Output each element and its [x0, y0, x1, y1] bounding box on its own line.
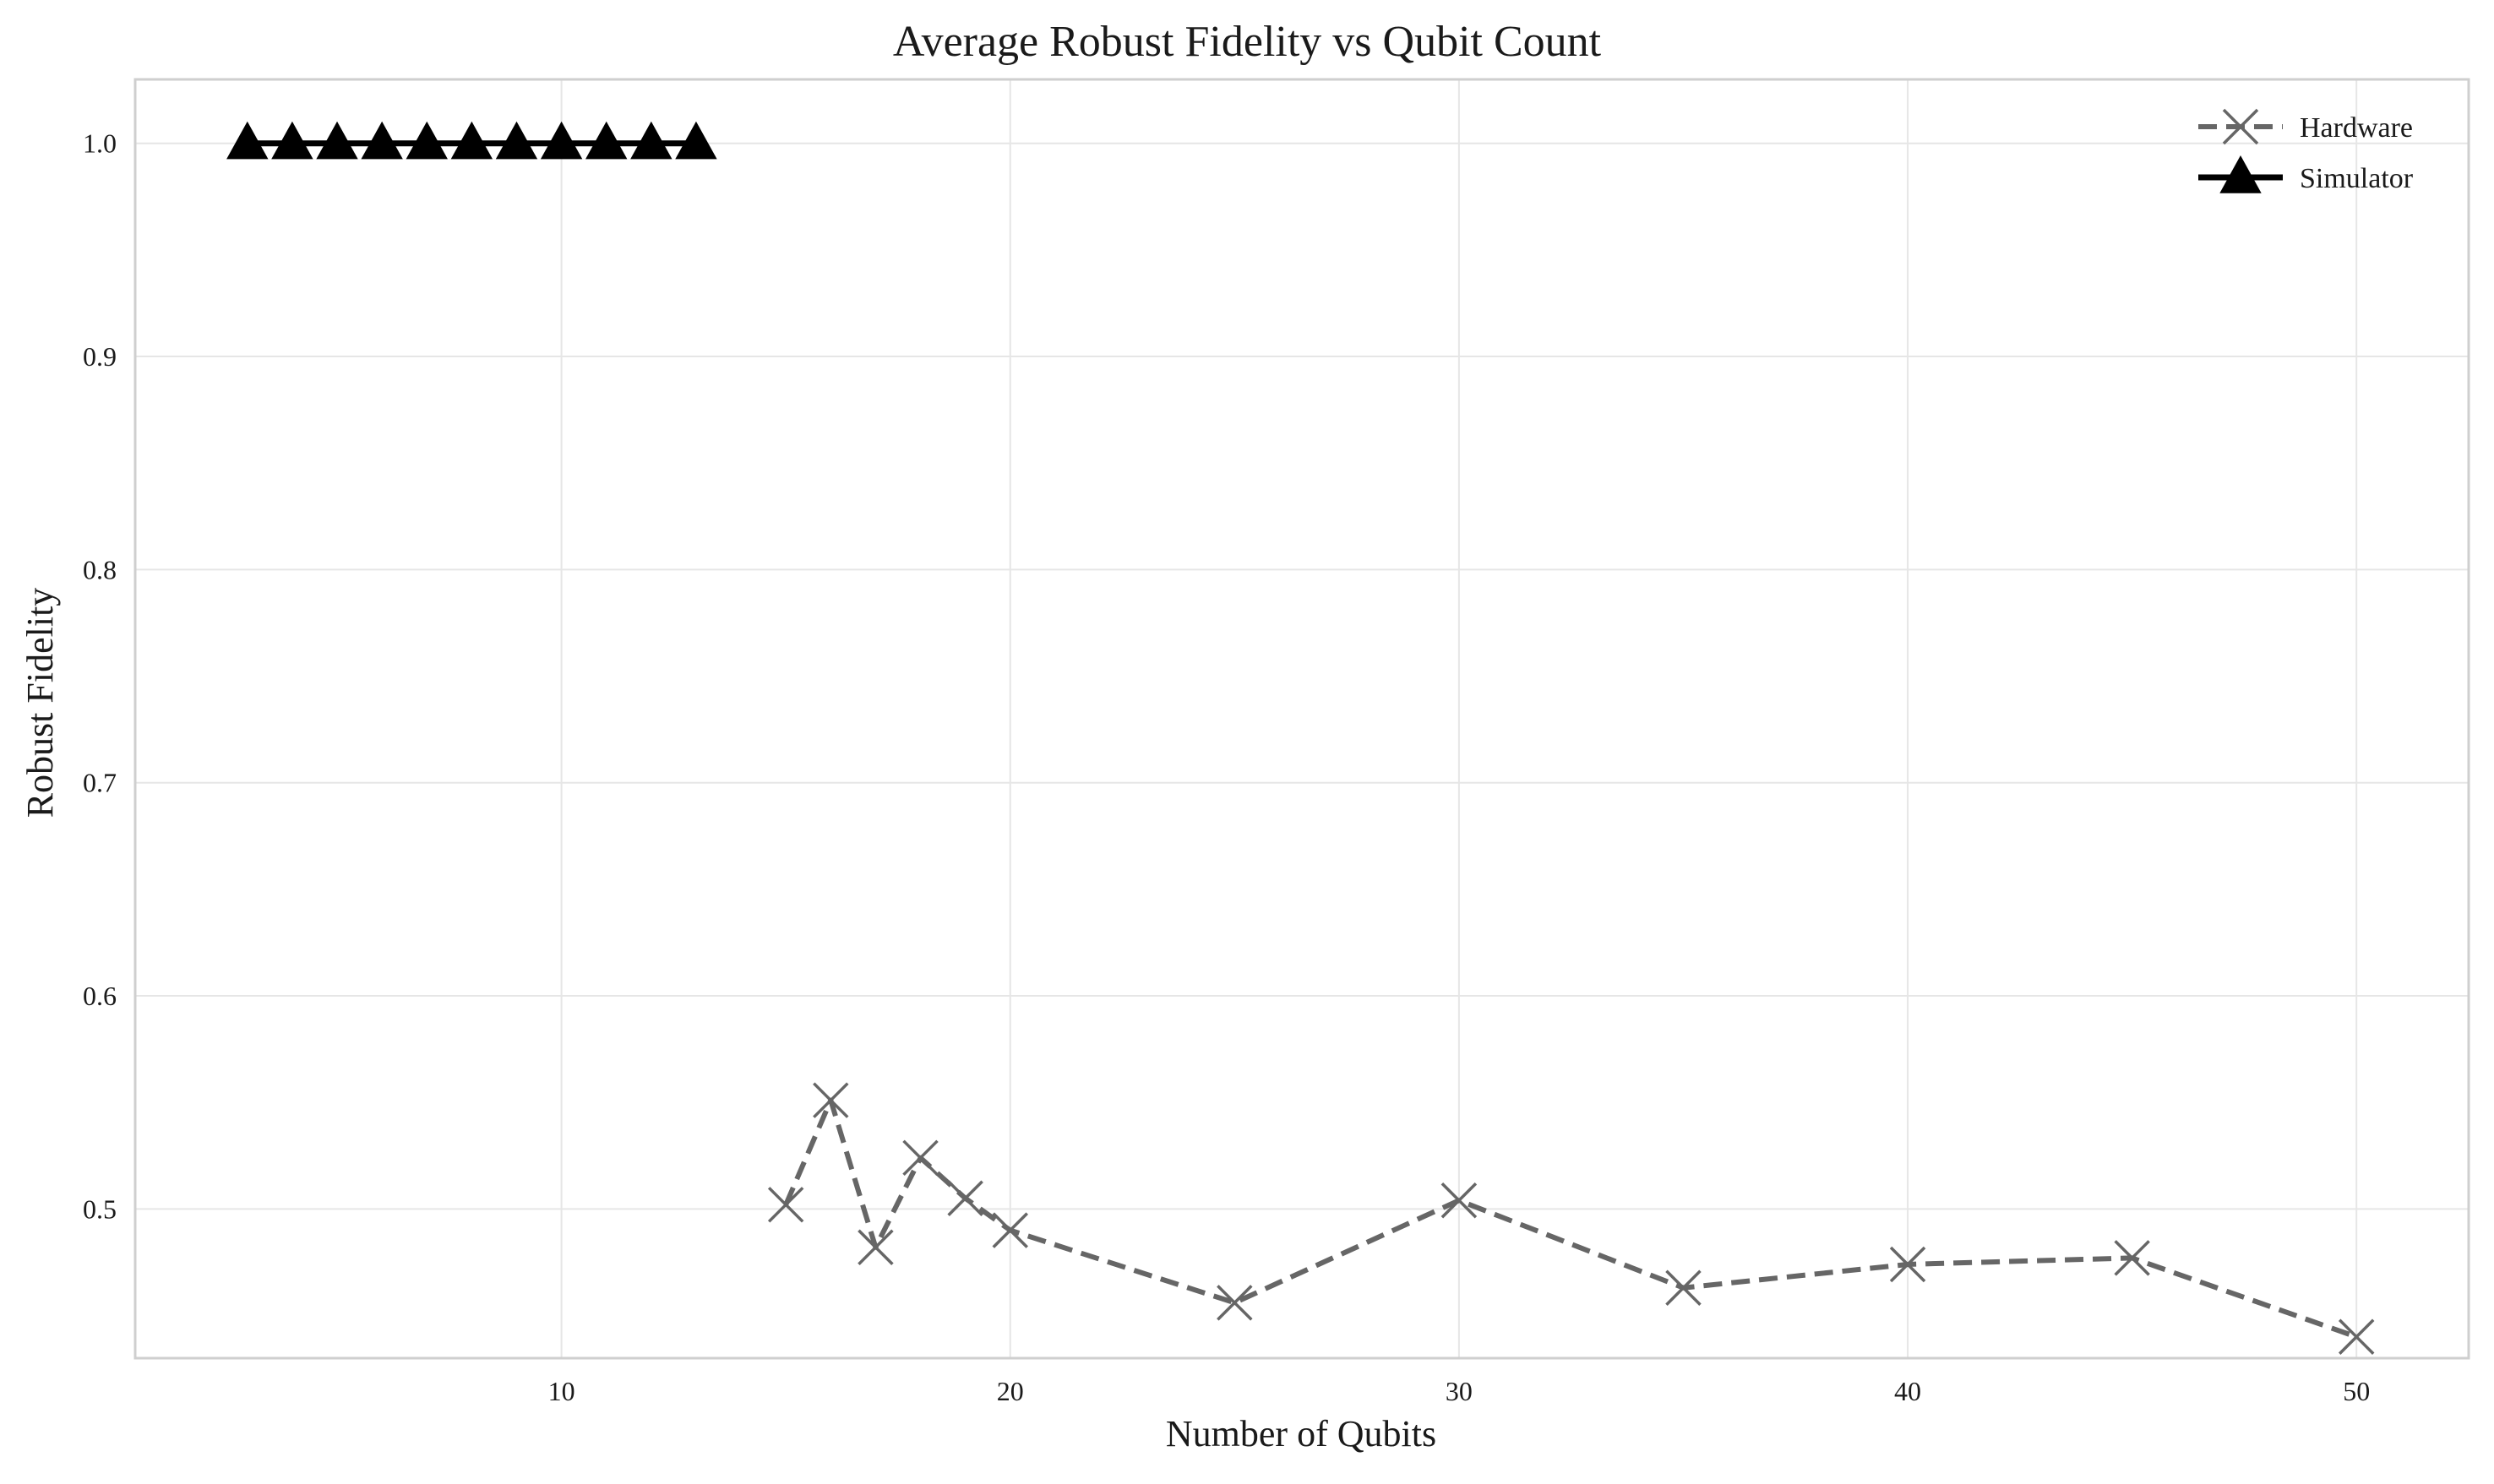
hardware-point	[767, 1187, 804, 1223]
simulator-point	[406, 121, 448, 160]
hardware-line	[783, 1097, 2358, 1340]
y-tick-label: 0.6	[83, 981, 117, 1011]
y-tick-label: 0.7	[83, 768, 117, 798]
legend: Hardware Simulator	[2198, 108, 2414, 194]
hardware-point	[858, 1229, 894, 1266]
simulator-point	[271, 121, 313, 160]
y-tick-label: 0.9	[83, 341, 117, 372]
x-tick-label: 10	[548, 1376, 575, 1406]
plot-frame	[133, 78, 2470, 1360]
simulator-point	[495, 121, 538, 160]
x-tick-label: 20	[997, 1376, 1024, 1406]
y-tick-label: 0.5	[83, 1193, 117, 1224]
legend-label: Hardware	[2300, 112, 2413, 144]
hardware-series	[767, 1082, 2375, 1356]
legend-marker	[2222, 108, 2259, 145]
legend-marker	[2219, 155, 2262, 193]
hardware-point	[1217, 1285, 1253, 1321]
hardware-point	[992, 1212, 1028, 1248]
hardware-point	[1889, 1246, 1926, 1283]
y-tick-label: 0.8	[83, 554, 117, 584]
legend-label: Simulator	[2300, 163, 2414, 194]
y-axis-label: Robust Fidelity	[19, 588, 61, 818]
simulator-point	[226, 121, 269, 160]
simulator-series	[226, 121, 717, 160]
simulator-point	[316, 121, 358, 160]
simulator-point	[450, 121, 493, 160]
simulator-point	[675, 121, 717, 160]
x-tick-label: 30	[1446, 1376, 1473, 1406]
x-axis-label: Number of Qubits	[1166, 1413, 1436, 1454]
hardware-point	[1665, 1269, 1702, 1306]
tick-labels: 10 20 30 40 50 0.5 0.6 0.7 0.8 0.9 1.0	[83, 128, 2370, 1406]
hardware-point	[902, 1139, 939, 1177]
y-tick-label: 1.0	[83, 128, 117, 159]
simulator-point	[630, 121, 673, 160]
simulator-point	[540, 121, 583, 160]
x-tick-label: 40	[1894, 1376, 1921, 1406]
hardware-point	[2114, 1240, 2150, 1276]
hardware-point	[947, 1180, 983, 1216]
x-tick-label: 50	[2343, 1376, 2370, 1406]
legend-item-simulator: Simulator	[2198, 155, 2414, 194]
simulator-point	[585, 121, 628, 160]
hardware-point	[1440, 1182, 1478, 1219]
chart-title: Average Robust Fidelity vs Qubit Count	[893, 18, 1602, 66]
legend-item-hardware: Hardware	[2198, 108, 2413, 145]
hardware-point	[813, 1082, 849, 1118]
hardware-point	[2338, 1318, 2375, 1356]
simulator-point	[361, 121, 403, 160]
series-layer	[226, 121, 2375, 1356]
